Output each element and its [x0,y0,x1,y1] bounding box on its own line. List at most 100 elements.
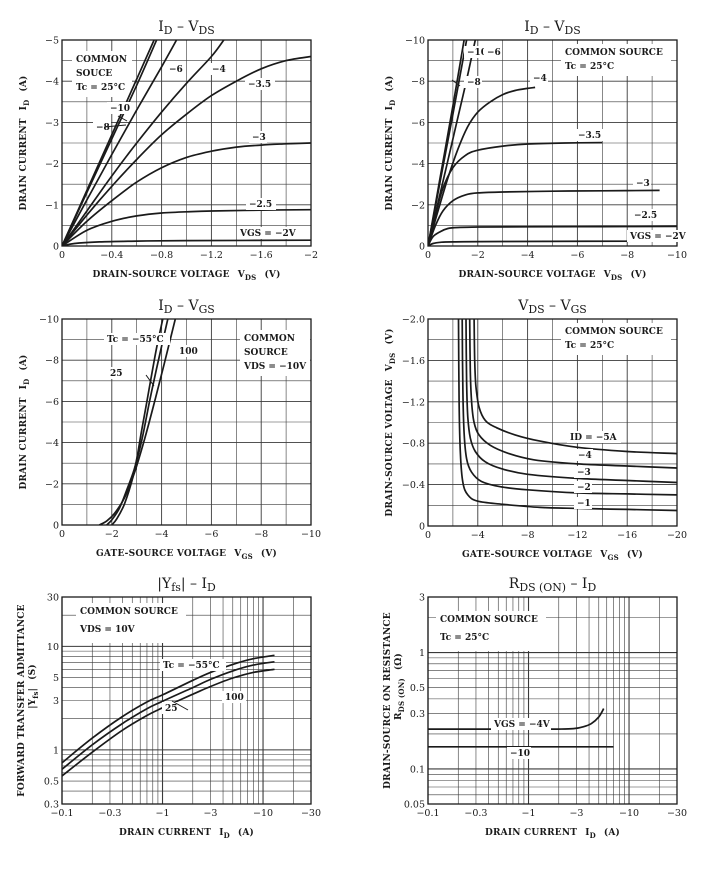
x-axis-label-part: D [590,831,596,840]
y-tick-label: 1 [419,648,425,659]
x-tick-label: −2 [304,250,318,261]
y-axis-label-part: V [385,363,395,372]
x-axis-label-part: V [237,270,246,280]
curve-label: −10 [110,104,130,114]
chart-title-part: DS [528,303,544,316]
x-axis-label-part: DS [611,273,623,282]
curve-label: −3 [577,468,591,478]
y-axis-label: DRAIN CURRENT ID (A) [18,354,31,489]
condition-note: COMMON SOURCE [565,48,663,58]
series-line-id-2 [461,319,677,496]
y-axis-label: DRAIN-SOURCE ON RESISTANCE [383,612,393,789]
note-background [561,323,671,355]
y-tick-label: −6 [45,397,59,408]
x-tick-label: −10 [301,529,321,540]
curve-label: −3 [636,179,650,189]
condition-note: VDS = 10V [79,625,136,635]
curve-label-bg [166,63,184,75]
curve-label: −4 [212,65,226,75]
x-axis-label-part: DRAIN-SOURCE VOLTAGE [458,270,595,280]
y-tick-label: 0.05 [404,800,425,811]
y-tick-label: −3 [45,118,59,129]
x-tick-label: −4 [521,250,535,261]
chart-title-part: fs [171,581,181,594]
curve-label: −1 [577,499,591,509]
series-line-vgs-3 [428,189,660,246]
curve-label: ID = −5A [570,433,618,443]
y-tick-label: 3 [419,593,425,604]
y-tick-label: 0 [53,242,59,253]
series-line-tc-25-c [106,319,169,525]
condition-note: COMMON [244,334,295,344]
plot-frame [61,596,312,805]
chart-title-part: DS [565,24,581,37]
y-axis-symbol: RDS (ON) (Ω) [393,653,406,720]
chart-title-part: GS [571,303,587,316]
curve-label: −3.5 [248,80,271,90]
curve-label: −8 [96,123,110,133]
curve-label: −4 [578,451,592,461]
series-line-vgs-2v [62,239,311,246]
y-axis-label: DRAIN CURRENT ID (A) [384,75,397,210]
condition-note: COMMON SOURCE [80,607,178,617]
y-axis-label-part: DRAIN-SOURCE VOLTAGE [385,379,395,516]
y-tick-label: −4 [45,438,59,449]
curve-label-bg [633,177,651,189]
y-tick-label: 0 [419,522,425,533]
curve-label: Tc = −55°C [107,335,164,345]
curve-label-bg [245,78,275,90]
curve-label-bg [464,46,488,58]
curve-label: −6 [169,65,183,75]
note-background [76,603,186,643]
condition-note: COMMON [76,55,127,65]
y-axis-label-part: I [19,106,29,110]
curve-label-bg [93,121,111,133]
y-axis-symbol-part: DS (ON) [397,678,406,712]
plot-frame [61,318,312,526]
x-tick-label: −30 [667,808,687,819]
chart-title-part: – [186,576,202,592]
curve-label: −10 [510,749,530,759]
x-tick-label: −16 [617,530,637,541]
y-axis-symbol-part: (Ω) [393,653,404,670]
chart-title-part: R [509,576,520,592]
y-axis-label-part: DRAIN CURRENT [385,118,395,210]
y-axis-label-part: D [388,100,397,106]
chart-title: ID – VGS [158,298,215,316]
y-tick-label: −5 [45,36,59,47]
curve-label: 25 [165,704,178,714]
leader-line [171,700,189,711]
curve-label-bg [107,102,131,114]
plot-frame [427,39,678,247]
curve-label-bg [507,747,531,759]
x-axis-label-part: V [603,270,612,280]
y-axis-label-part: DRAIN-SOURCE ON RESISTANCE [383,612,393,789]
x-axis-label-part: DS [245,273,257,282]
condition-note: Tc = 25°C [565,62,614,72]
y-tick-label: −1.2 [402,397,425,408]
curve-label: 100 [225,693,244,703]
curve-label-bg [237,227,297,239]
leader-line [103,124,127,128]
curve-label-bg [249,131,267,143]
x-tick-label: 0 [59,529,65,540]
curve-label-bg [484,46,502,58]
y-tick-label: 3 [53,696,59,707]
curve-label: −8 [467,78,481,88]
y-tick-label: −2 [411,200,425,211]
x-tick-label: −0.8 [150,250,173,261]
series-line-vgs-3 [62,142,311,246]
curve-label: Tc = −55°C [163,661,220,671]
x-tick-label: −0.4 [100,250,123,261]
chart-title-part: V [559,298,571,314]
y-tick-label: 30 [47,593,59,604]
y-axis-symbol-part: R [394,712,404,720]
chart-title-part: I [201,576,207,592]
y-tick-label: −10 [405,36,425,47]
y-tick-label: 10 [47,642,59,653]
chart-title: ID – VDS [524,19,581,37]
x-axis-label-part: DRAIN-SOURCE VOLTAGE [92,270,229,280]
